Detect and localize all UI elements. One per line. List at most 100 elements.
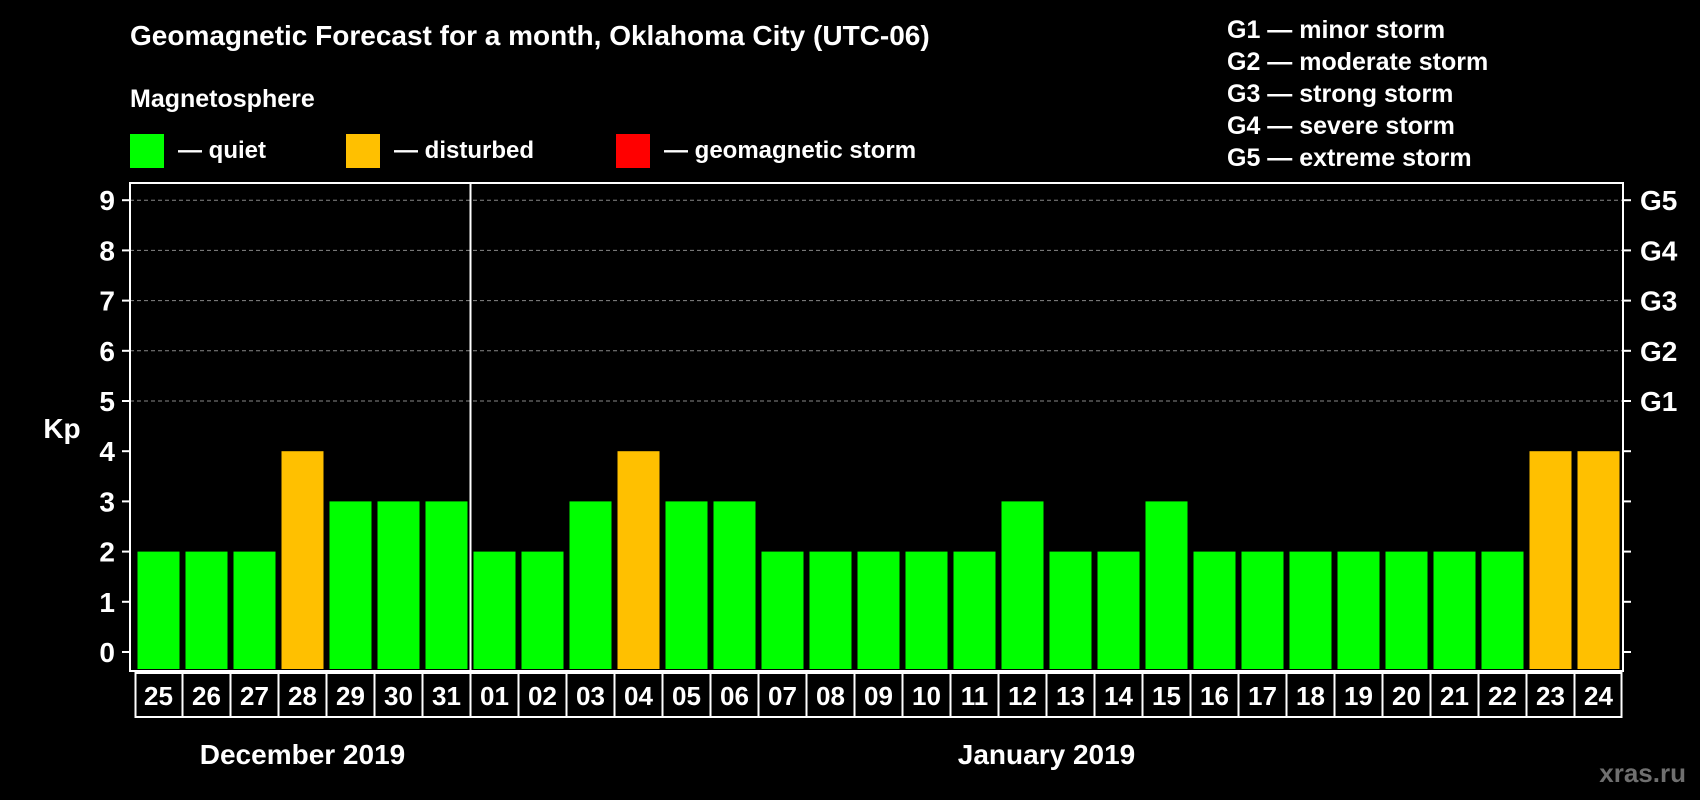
date-label-26: 26 <box>192 681 221 711</box>
kp-bar-02 <box>521 551 564 669</box>
chart-title: Geomagnetic Forecast for a month, Oklaho… <box>130 20 930 51</box>
date-label-24: 24 <box>1584 681 1613 711</box>
y-tick-label-9: 9 <box>99 185 115 216</box>
date-label-18: 18 <box>1296 681 1325 711</box>
date-label-07: 07 <box>768 681 797 711</box>
date-label-10: 10 <box>912 681 941 711</box>
kp-bar-24 <box>1577 451 1620 669</box>
kp-bar-23 <box>1529 451 1572 669</box>
storm-level-g5: G5 — extreme storm <box>1227 144 1472 172</box>
y-tick-label-6: 6 <box>99 336 115 367</box>
kp-bar-26 <box>185 551 228 669</box>
storm-level-legend: G1 — minor storm G2 — moderate storm G3 … <box>1227 14 1488 174</box>
right-axis-label-g1: G1 <box>1640 386 1677 417</box>
y-axis-label: Kp <box>43 413 80 444</box>
y-tick-label-0: 0 <box>99 637 115 668</box>
storm-level-g3: G3 — strong storm <box>1227 80 1454 108</box>
kp-bar-06 <box>713 501 756 669</box>
kp-bar-04 <box>617 451 660 669</box>
date-label-11: 11 <box>961 681 989 711</box>
kp-bar-07 <box>761 551 804 669</box>
kp-bar-03 <box>569 501 612 669</box>
y-tick-label-2: 2 <box>99 537 115 568</box>
date-label-17: 17 <box>1248 681 1277 711</box>
kp-bar-17 <box>1241 551 1284 669</box>
date-label-03: 03 <box>576 681 605 711</box>
kp-bar-09 <box>857 551 900 669</box>
date-label-19: 19 <box>1344 681 1373 711</box>
date-label-27: 27 <box>240 681 269 711</box>
month-label-december: December 2019 <box>200 739 405 770</box>
storm-level-g1: G1 — minor storm <box>1227 16 1446 44</box>
kp-bar-01 <box>473 551 516 669</box>
legend-swatch-disturbed <box>346 134 380 168</box>
date-label-20: 20 <box>1392 681 1421 711</box>
legend-label-disturbed: — disturbed <box>394 137 535 164</box>
watermark: xras.ru <box>1599 758 1686 788</box>
date-label-15: 15 <box>1152 681 1181 711</box>
date-label-31: 31 <box>432 681 461 711</box>
legend-swatch-storm <box>616 134 650 168</box>
kp-bar-11 <box>953 551 996 669</box>
date-label-22: 22 <box>1488 681 1517 711</box>
kp-bar-10 <box>905 551 948 669</box>
date-label-12: 12 <box>1008 681 1037 711</box>
legend-swatch-quiet <box>130 134 164 168</box>
legend-item-storm: — geomagnetic storm <box>616 134 916 168</box>
right-axis-label-g2: G2 <box>1640 336 1677 367</box>
kp-bar-27 <box>233 551 276 669</box>
date-label-08: 08 <box>816 681 845 711</box>
kp-bar-21 <box>1433 551 1476 669</box>
legend-item-quiet: — quiet <box>130 134 266 168</box>
date-label-23: 23 <box>1536 681 1565 711</box>
kp-bar-18 <box>1289 551 1332 669</box>
date-label-29: 29 <box>336 681 365 711</box>
kp-bar-20 <box>1385 551 1428 669</box>
y-tick-label-4: 4 <box>99 436 115 467</box>
right-axis-label-g4: G4 <box>1640 235 1678 266</box>
kp-bar-29 <box>329 501 372 669</box>
date-label-14: 14 <box>1104 681 1133 711</box>
date-label-16: 16 <box>1200 681 1229 711</box>
date-label-21: 21 <box>1440 681 1469 711</box>
date-label-04: 04 <box>624 681 653 711</box>
kp-bar-08 <box>809 551 852 669</box>
kp-bar-22 <box>1481 551 1524 669</box>
kp-bar-15 <box>1145 501 1188 669</box>
plot-frame <box>129 182 1624 672</box>
legend-label-storm: — geomagnetic storm <box>664 137 917 164</box>
right-axis-label-g5: G5 <box>1640 185 1677 216</box>
magnetosphere-label: Magnetosphere <box>130 85 315 113</box>
date-label-28: 28 <box>288 681 317 711</box>
kp-bar-16 <box>1193 551 1236 669</box>
y-tick-label-7: 7 <box>99 286 115 317</box>
date-label-06: 06 <box>720 681 749 711</box>
date-label-25: 25 <box>144 681 173 711</box>
kp-bar-28 <box>281 451 324 669</box>
storm-level-g2: G2 — moderate storm <box>1227 48 1489 76</box>
kp-bar-12 <box>1001 501 1044 669</box>
y-tick-label-3: 3 <box>99 486 115 517</box>
kp-bar-19 <box>1337 551 1380 669</box>
date-label-13: 13 <box>1056 681 1085 711</box>
y-tick-label-5: 5 <box>99 386 115 417</box>
kp-bar-31 <box>425 501 468 669</box>
date-label-30: 30 <box>384 681 413 711</box>
kp-bar-30 <box>377 501 420 669</box>
date-label-02: 02 <box>528 681 557 711</box>
y-tick-label-8: 8 <box>99 235 115 266</box>
legend-label-quiet: — quiet <box>178 137 266 164</box>
kp-bar-05 <box>665 501 708 669</box>
month-label-january: January 2019 <box>958 739 1135 770</box>
storm-level-g4: G4 — severe storm <box>1227 112 1455 140</box>
right-axis-label-g3: G3 <box>1640 286 1677 317</box>
date-label-01: 01 <box>480 681 509 711</box>
date-label-05: 05 <box>672 681 701 711</box>
kp-bar-13 <box>1049 551 1092 669</box>
date-label-09: 09 <box>864 681 893 711</box>
y-tick-label-1: 1 <box>99 587 115 618</box>
kp-bar-14 <box>1097 551 1140 669</box>
date-label-frame <box>134 672 1623 718</box>
legend-item-disturbed: — disturbed <box>346 134 534 168</box>
